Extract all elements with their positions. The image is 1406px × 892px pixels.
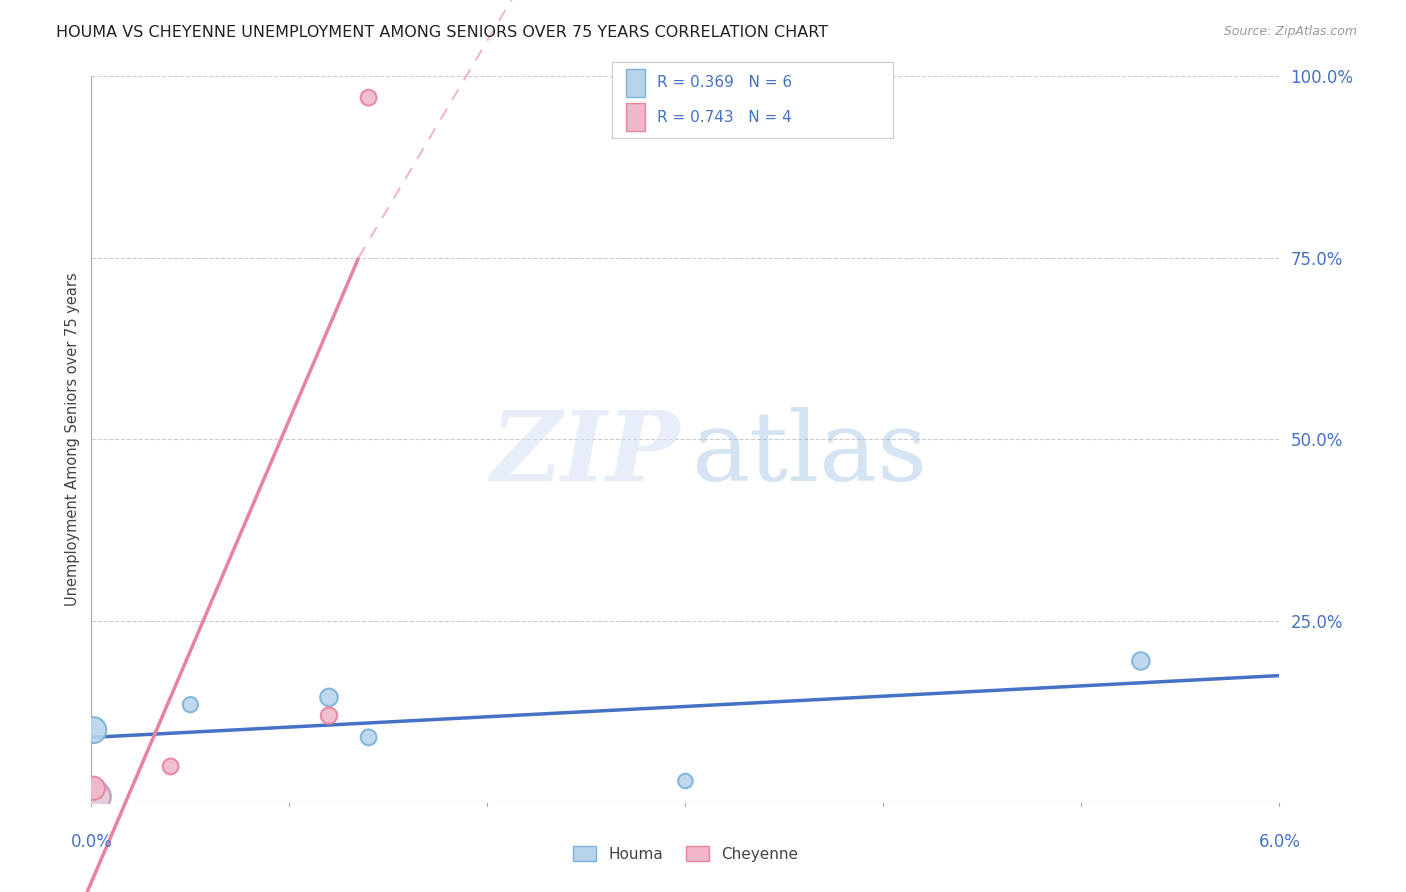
Text: HOUMA VS CHEYENNE UNEMPLOYMENT AMONG SENIORS OVER 75 YEARS CORRELATION CHART: HOUMA VS CHEYENNE UNEMPLOYMENT AMONG SEN… — [56, 25, 828, 40]
Point — [357, 731, 380, 745]
Point — [82, 781, 104, 796]
Text: R = 0.369   N = 6: R = 0.369 N = 6 — [657, 76, 792, 90]
Point — [82, 723, 104, 737]
Point — [357, 90, 380, 104]
Text: Source: ZipAtlas.com: Source: ZipAtlas.com — [1223, 25, 1357, 38]
Bar — [626, 70, 645, 96]
Point — [318, 690, 340, 705]
Text: atlas: atlas — [692, 407, 928, 500]
Point — [1129, 654, 1152, 668]
Point — [179, 698, 201, 712]
Text: ZIP: ZIP — [489, 407, 679, 500]
Point — [318, 708, 340, 723]
Point — [84, 789, 107, 803]
Text: 0.0%: 0.0% — [70, 833, 112, 851]
Legend: Houma, Cheyenne: Houma, Cheyenne — [567, 839, 804, 868]
Point — [673, 774, 696, 789]
Bar — [626, 103, 645, 130]
Point — [159, 759, 181, 773]
Y-axis label: Unemployment Among Seniors over 75 years: Unemployment Among Seniors over 75 years — [65, 272, 80, 607]
Text: R = 0.743   N = 4: R = 0.743 N = 4 — [657, 110, 792, 125]
Text: 6.0%: 6.0% — [1258, 833, 1301, 851]
Point — [84, 789, 107, 804]
